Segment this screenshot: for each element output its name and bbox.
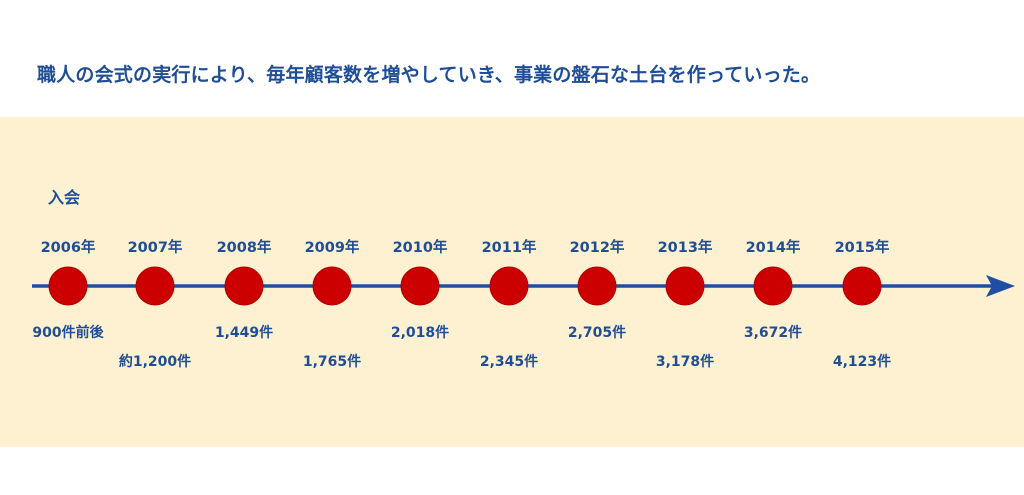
timeline-count: 約1,200件 [118, 354, 192, 370]
timeline-count: 4,123件 [832, 354, 892, 370]
timeline-arrowhead [986, 275, 1015, 297]
timeline-count: 1,765件 [302, 354, 362, 370]
timeline-count: 2,705件 [567, 325, 627, 341]
headline: 職人の会式の実行により、毎年顧客数を増やしていき、事業の盤石な土台を作っていった… [37, 64, 821, 86]
timeline-count: 1,449件 [214, 325, 274, 341]
timeline-count: 900件前後 [32, 325, 104, 341]
timeline-dot [489, 266, 529, 306]
entry-label: 入会 [48, 188, 81, 207]
timeline-year: 2012年 [569, 240, 625, 256]
timeline-dot [665, 266, 705, 306]
timeline-count: 2,345件 [479, 354, 539, 370]
timeline-year: 2015年 [834, 240, 890, 256]
timeline-year: 2014年 [745, 240, 801, 256]
timeline-year: 2008年 [216, 240, 272, 256]
timeline-year: 2007年 [127, 240, 183, 256]
timeline-dot [224, 266, 264, 306]
timeline-count: 2,018件 [390, 325, 450, 341]
timeline-dot [400, 266, 440, 306]
timeline-year: 2009年 [304, 240, 360, 256]
timeline-year: 2011年 [481, 240, 537, 256]
timeline-count: 3,672件 [743, 325, 803, 341]
timeline-dot [135, 266, 175, 306]
timeline-dot [48, 266, 88, 306]
timeline-dot [842, 266, 882, 306]
timeline-dot [312, 266, 352, 306]
timeline-year: 2013年 [657, 240, 713, 256]
timeline-year: 2010年 [392, 240, 448, 256]
timeline-year: 2006年 [40, 240, 96, 256]
timeline-dot [753, 266, 793, 306]
timeline-dot [577, 266, 617, 306]
timeline-count: 3,178件 [655, 354, 715, 370]
